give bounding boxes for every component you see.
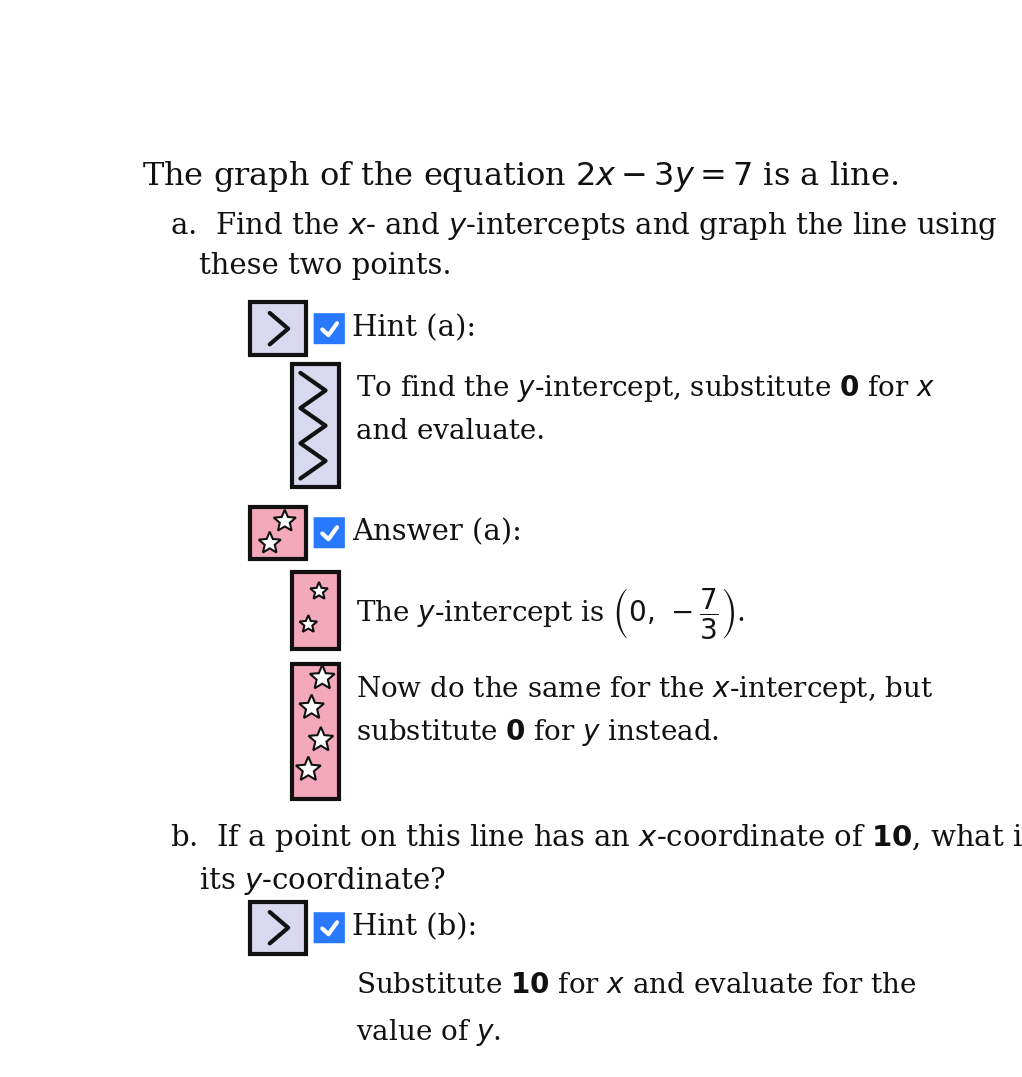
- Polygon shape: [309, 727, 333, 751]
- Polygon shape: [259, 532, 281, 553]
- Polygon shape: [310, 582, 328, 599]
- Bar: [292, 665, 338, 799]
- Polygon shape: [274, 509, 295, 531]
- Text: and evaluate.: and evaluate.: [356, 418, 545, 445]
- FancyBboxPatch shape: [314, 517, 344, 548]
- Text: value of $y$.: value of $y$.: [356, 1017, 501, 1048]
- Text: Substitute $\mathbf{10}$ for $x$ and evaluate for the: Substitute $\mathbf{10}$ for $x$ and eva…: [356, 973, 916, 999]
- Text: Now do the same for the $x$-intercept, but: Now do the same for the $x$-intercept, b…: [356, 673, 933, 704]
- Polygon shape: [299, 695, 324, 718]
- Polygon shape: [296, 756, 321, 780]
- Bar: [250, 506, 306, 559]
- Text: Hint (a):: Hint (a):: [353, 314, 476, 342]
- Text: a.  Find the $x$- and $y$-intercepts and graph the line using: a. Find the $x$- and $y$-intercepts and …: [171, 210, 998, 242]
- Bar: [292, 364, 338, 487]
- Text: To find the $y$-intercept, substitute $\mathbf{0}$ for $x$: To find the $y$-intercept, substitute $\…: [356, 374, 935, 404]
- Text: The $y$-intercept is $\left(0,\,-\dfrac{7}{3}\right)$.: The $y$-intercept is $\left(0,\,-\dfrac{…: [356, 586, 745, 641]
- Bar: [292, 963, 338, 1077]
- Text: Hint (b):: Hint (b):: [353, 913, 477, 941]
- Polygon shape: [310, 665, 334, 688]
- Text: its $y$-coordinate?: its $y$-coordinate?: [199, 865, 446, 896]
- Text: these two points.: these two points.: [199, 252, 452, 280]
- Bar: [250, 303, 306, 354]
- Text: The graph of the equation $2x - 3y = 7$ is a line.: The graph of the equation $2x - 3y = 7$ …: [142, 158, 898, 194]
- Bar: [250, 901, 306, 954]
- Text: b.  If a point on this line has an $x$-coordinate of $\mathbf{10}$, what is: b. If a point on this line has an $x$-co…: [171, 822, 1022, 854]
- Text: Answer (a):: Answer (a):: [353, 519, 522, 547]
- Text: substitute $\mathbf{0}$ for $y$ instead.: substitute $\mathbf{0}$ for $y$ instead.: [356, 717, 718, 747]
- Bar: [292, 572, 338, 649]
- FancyBboxPatch shape: [314, 912, 344, 943]
- FancyBboxPatch shape: [314, 313, 344, 345]
- Polygon shape: [299, 615, 317, 632]
